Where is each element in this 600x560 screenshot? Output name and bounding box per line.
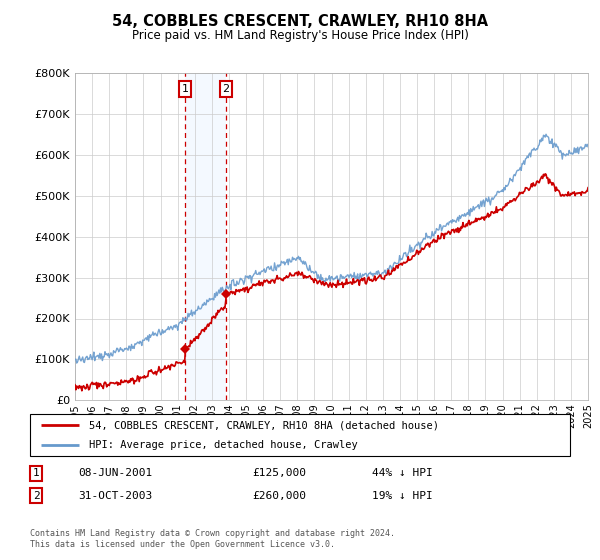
Text: 08-JUN-2001: 08-JUN-2001 [78,468,152,478]
Text: Contains HM Land Registry data © Crown copyright and database right 2024.
This d: Contains HM Land Registry data © Crown c… [30,529,395,549]
FancyBboxPatch shape [30,414,570,456]
Text: 1: 1 [32,468,40,478]
Text: 44% ↓ HPI: 44% ↓ HPI [372,468,433,478]
Text: 31-OCT-2003: 31-OCT-2003 [78,491,152,501]
Text: Price paid vs. HM Land Registry's House Price Index (HPI): Price paid vs. HM Land Registry's House … [131,29,469,42]
Text: £125,000: £125,000 [252,468,306,478]
Text: 54, COBBLES CRESCENT, CRAWLEY, RH10 8HA: 54, COBBLES CRESCENT, CRAWLEY, RH10 8HA [112,14,488,29]
Text: 1: 1 [182,84,188,94]
Text: 2: 2 [223,84,230,94]
Text: £260,000: £260,000 [252,491,306,501]
Text: 2: 2 [32,491,40,501]
Text: HPI: Average price, detached house, Crawley: HPI: Average price, detached house, Craw… [89,441,358,450]
Bar [185,73,226,400]
Text: 54, COBBLES CRESCENT, CRAWLEY, RH10 8HA (detached house): 54, COBBLES CRESCENT, CRAWLEY, RH10 8HA … [89,421,439,430]
Text: 19% ↓ HPI: 19% ↓ HPI [372,491,433,501]
